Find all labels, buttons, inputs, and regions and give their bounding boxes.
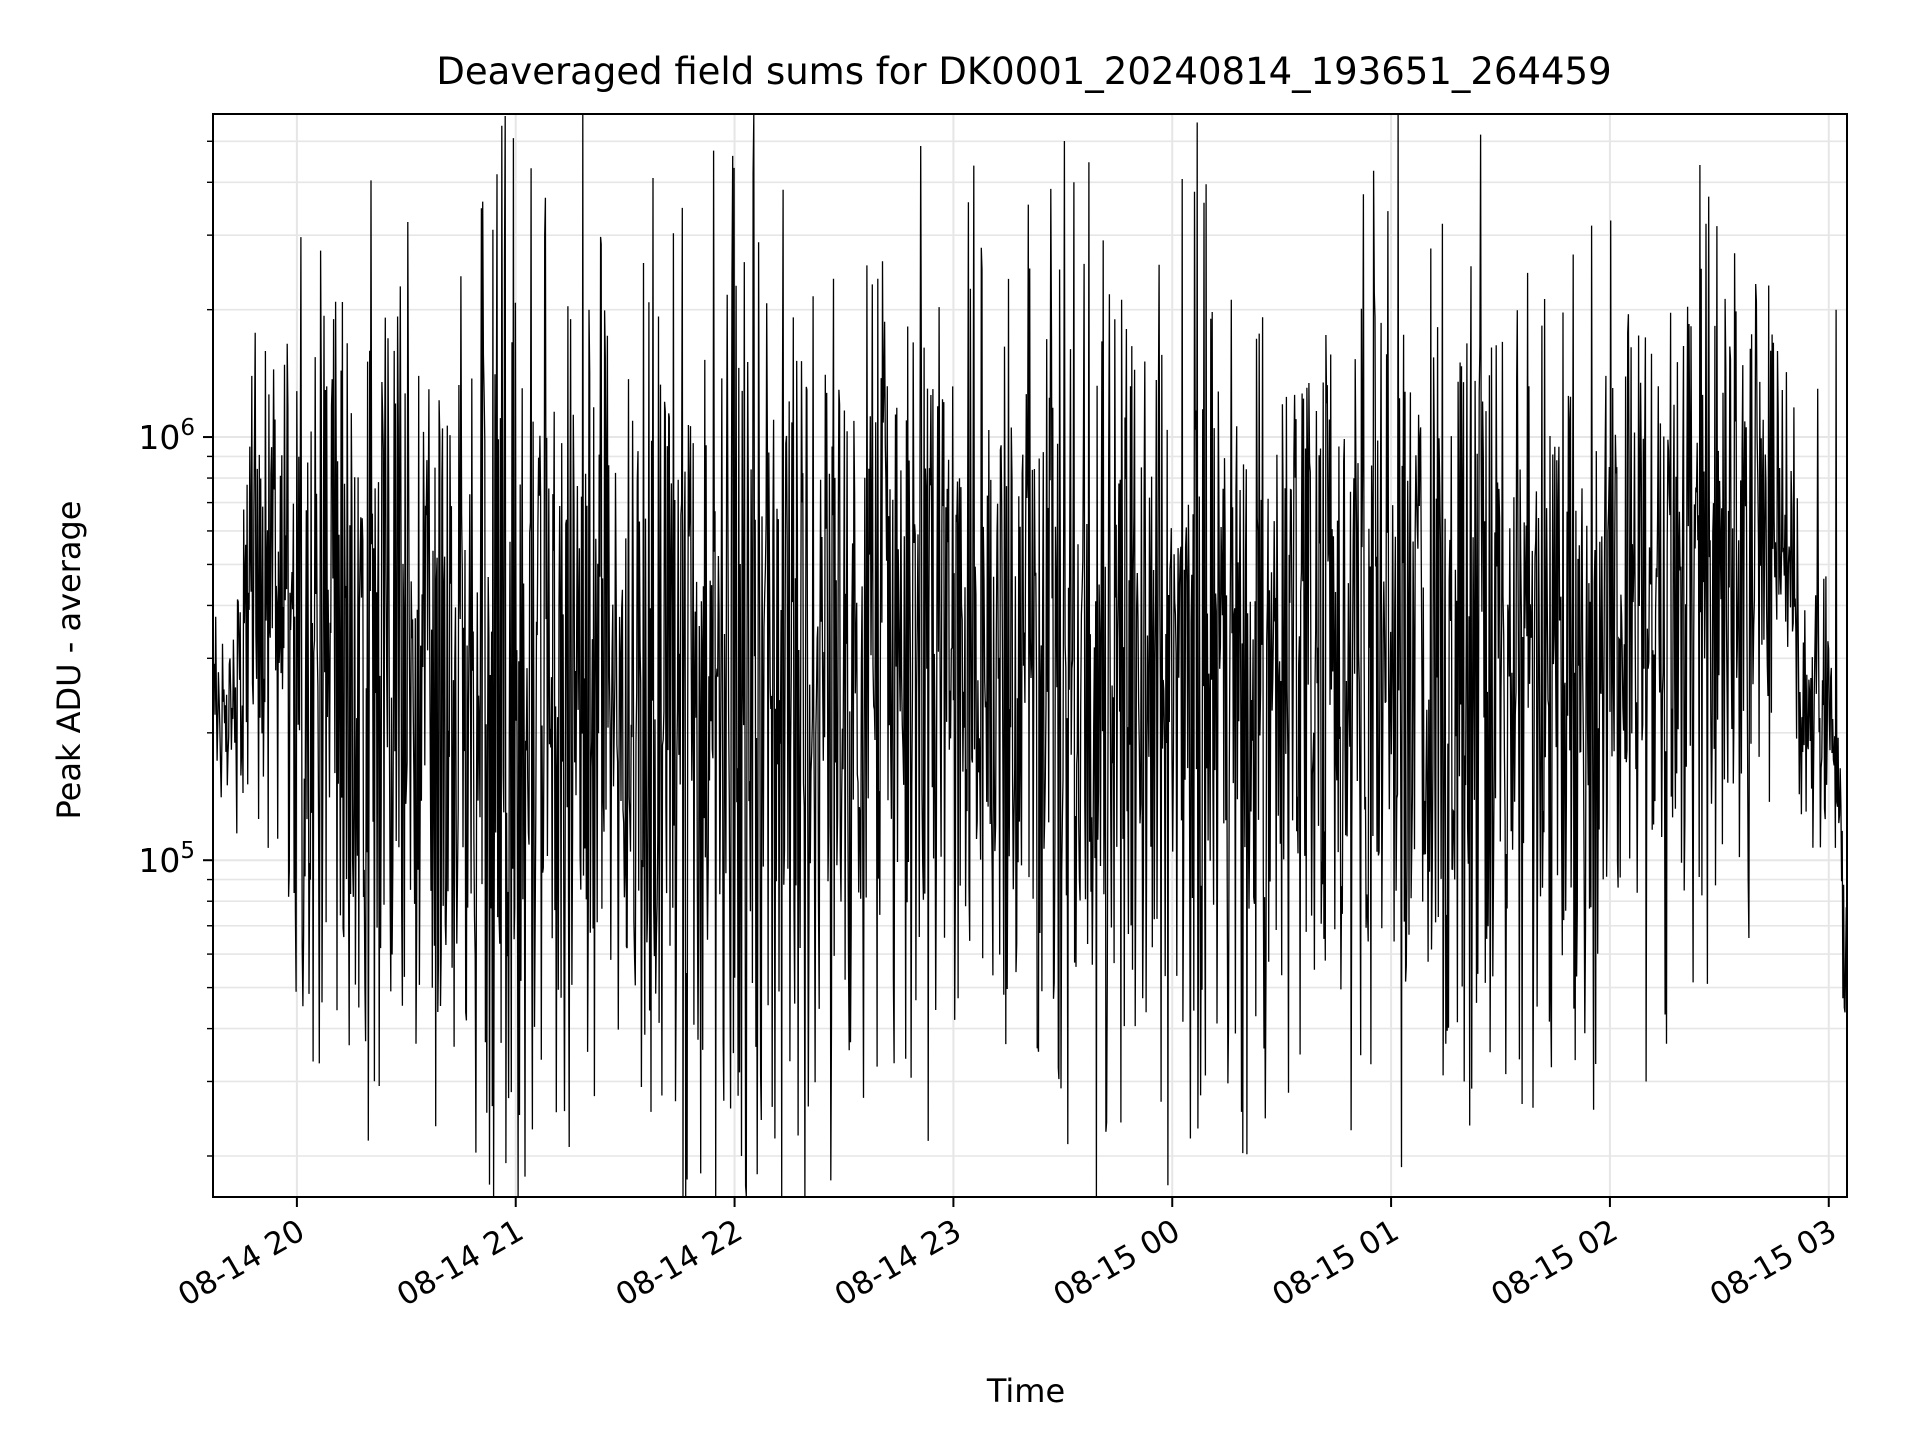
x-axis-label: Time: [986, 1372, 1065, 1410]
ticks: [203, 140, 1830, 1207]
series-layer: [212, 114, 1848, 1197]
y-tick-label: 106: [138, 415, 195, 457]
chart-title: Deaveraged field sums for DK0001_2024081…: [436, 50, 1611, 93]
y-tick-label: 105: [138, 838, 195, 880]
y-axis-label: Peak ADU - average: [50, 501, 88, 820]
plot-frame: [212, 113, 1848, 1198]
series-line: [212, 114, 1848, 1197]
